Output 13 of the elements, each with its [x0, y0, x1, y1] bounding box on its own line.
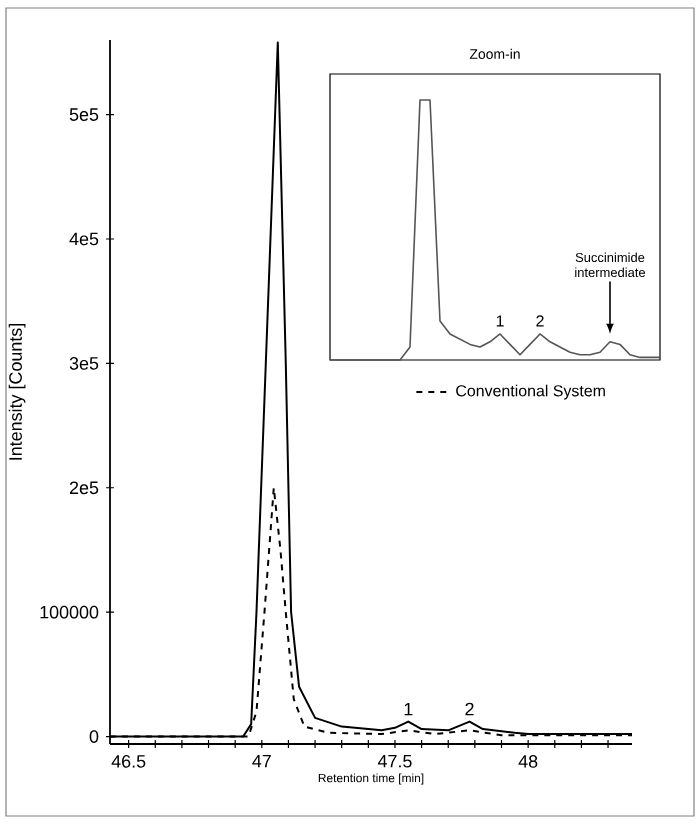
y-tick-label: 4e5 — [69, 232, 99, 246]
x-tick-label: 47.5 — [377, 755, 412, 768]
annotation: 1 — [404, 702, 413, 716]
y-tick-label: 3e5 — [69, 357, 99, 370]
x-tick-label: 47 — [252, 755, 271, 768]
x-tick-label: 46.5 — [111, 755, 146, 768]
x-tick-label: 48 — [518, 755, 538, 768]
annotation: 2 — [465, 702, 474, 716]
y-axis-title: Intensity [Counts] — [8, 324, 26, 460]
y-tick-label: 5e5 — [69, 108, 99, 121]
y-tick-label: 2e5 — [69, 481, 99, 495]
y-tick-label: 100000 — [40, 605, 99, 619]
y-tick-label: 0 — [89, 730, 99, 743]
